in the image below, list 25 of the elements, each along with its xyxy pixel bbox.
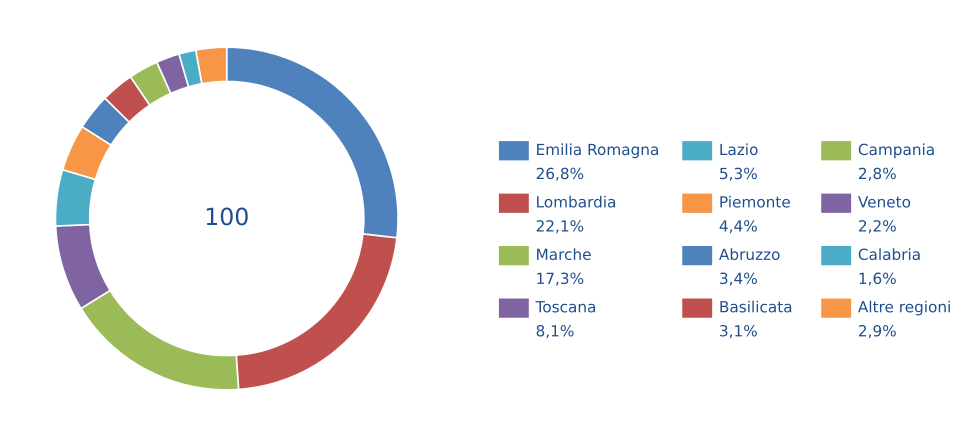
data-label: 3,4% <box>720 272 757 286</box>
legend-label: Marche <box>537 248 591 260</box>
legend-label: Lombardia <box>537 196 616 208</box>
data-label: 22,1% <box>536 220 584 234</box>
legend-label: Piemonte <box>720 196 790 208</box>
legend-label: Calabria <box>858 248 920 260</box>
legend-label: Veneto <box>858 196 910 208</box>
data-label: 17,3% <box>537 272 584 286</box>
data-label: 3,1% <box>720 324 757 338</box>
legend-label: Lazio <box>720 143 758 156</box>
data-label: 2,9% <box>859 324 896 338</box>
data-label: 26,8% <box>536 168 584 181</box>
data-label: 1,6% <box>860 272 896 286</box>
legend-label: Emilia Romagna <box>537 143 658 158</box>
data-label: 2,2% <box>859 220 896 234</box>
legend-label: Toscana <box>536 301 596 313</box>
legend-label: Basilicata <box>720 300 792 313</box>
data-label: 5,3% <box>720 168 757 181</box>
data-label: 4,4% <box>720 220 757 234</box>
data-label: 2,8% <box>859 168 896 181</box>
legend-label: Abruzzo <box>719 248 780 260</box>
legend-label: Altre regioni <box>858 300 950 316</box>
data-label: 8,1% <box>536 324 574 338</box>
text: 100 <box>206 207 248 226</box>
legend-label: Campania <box>858 143 934 158</box>
